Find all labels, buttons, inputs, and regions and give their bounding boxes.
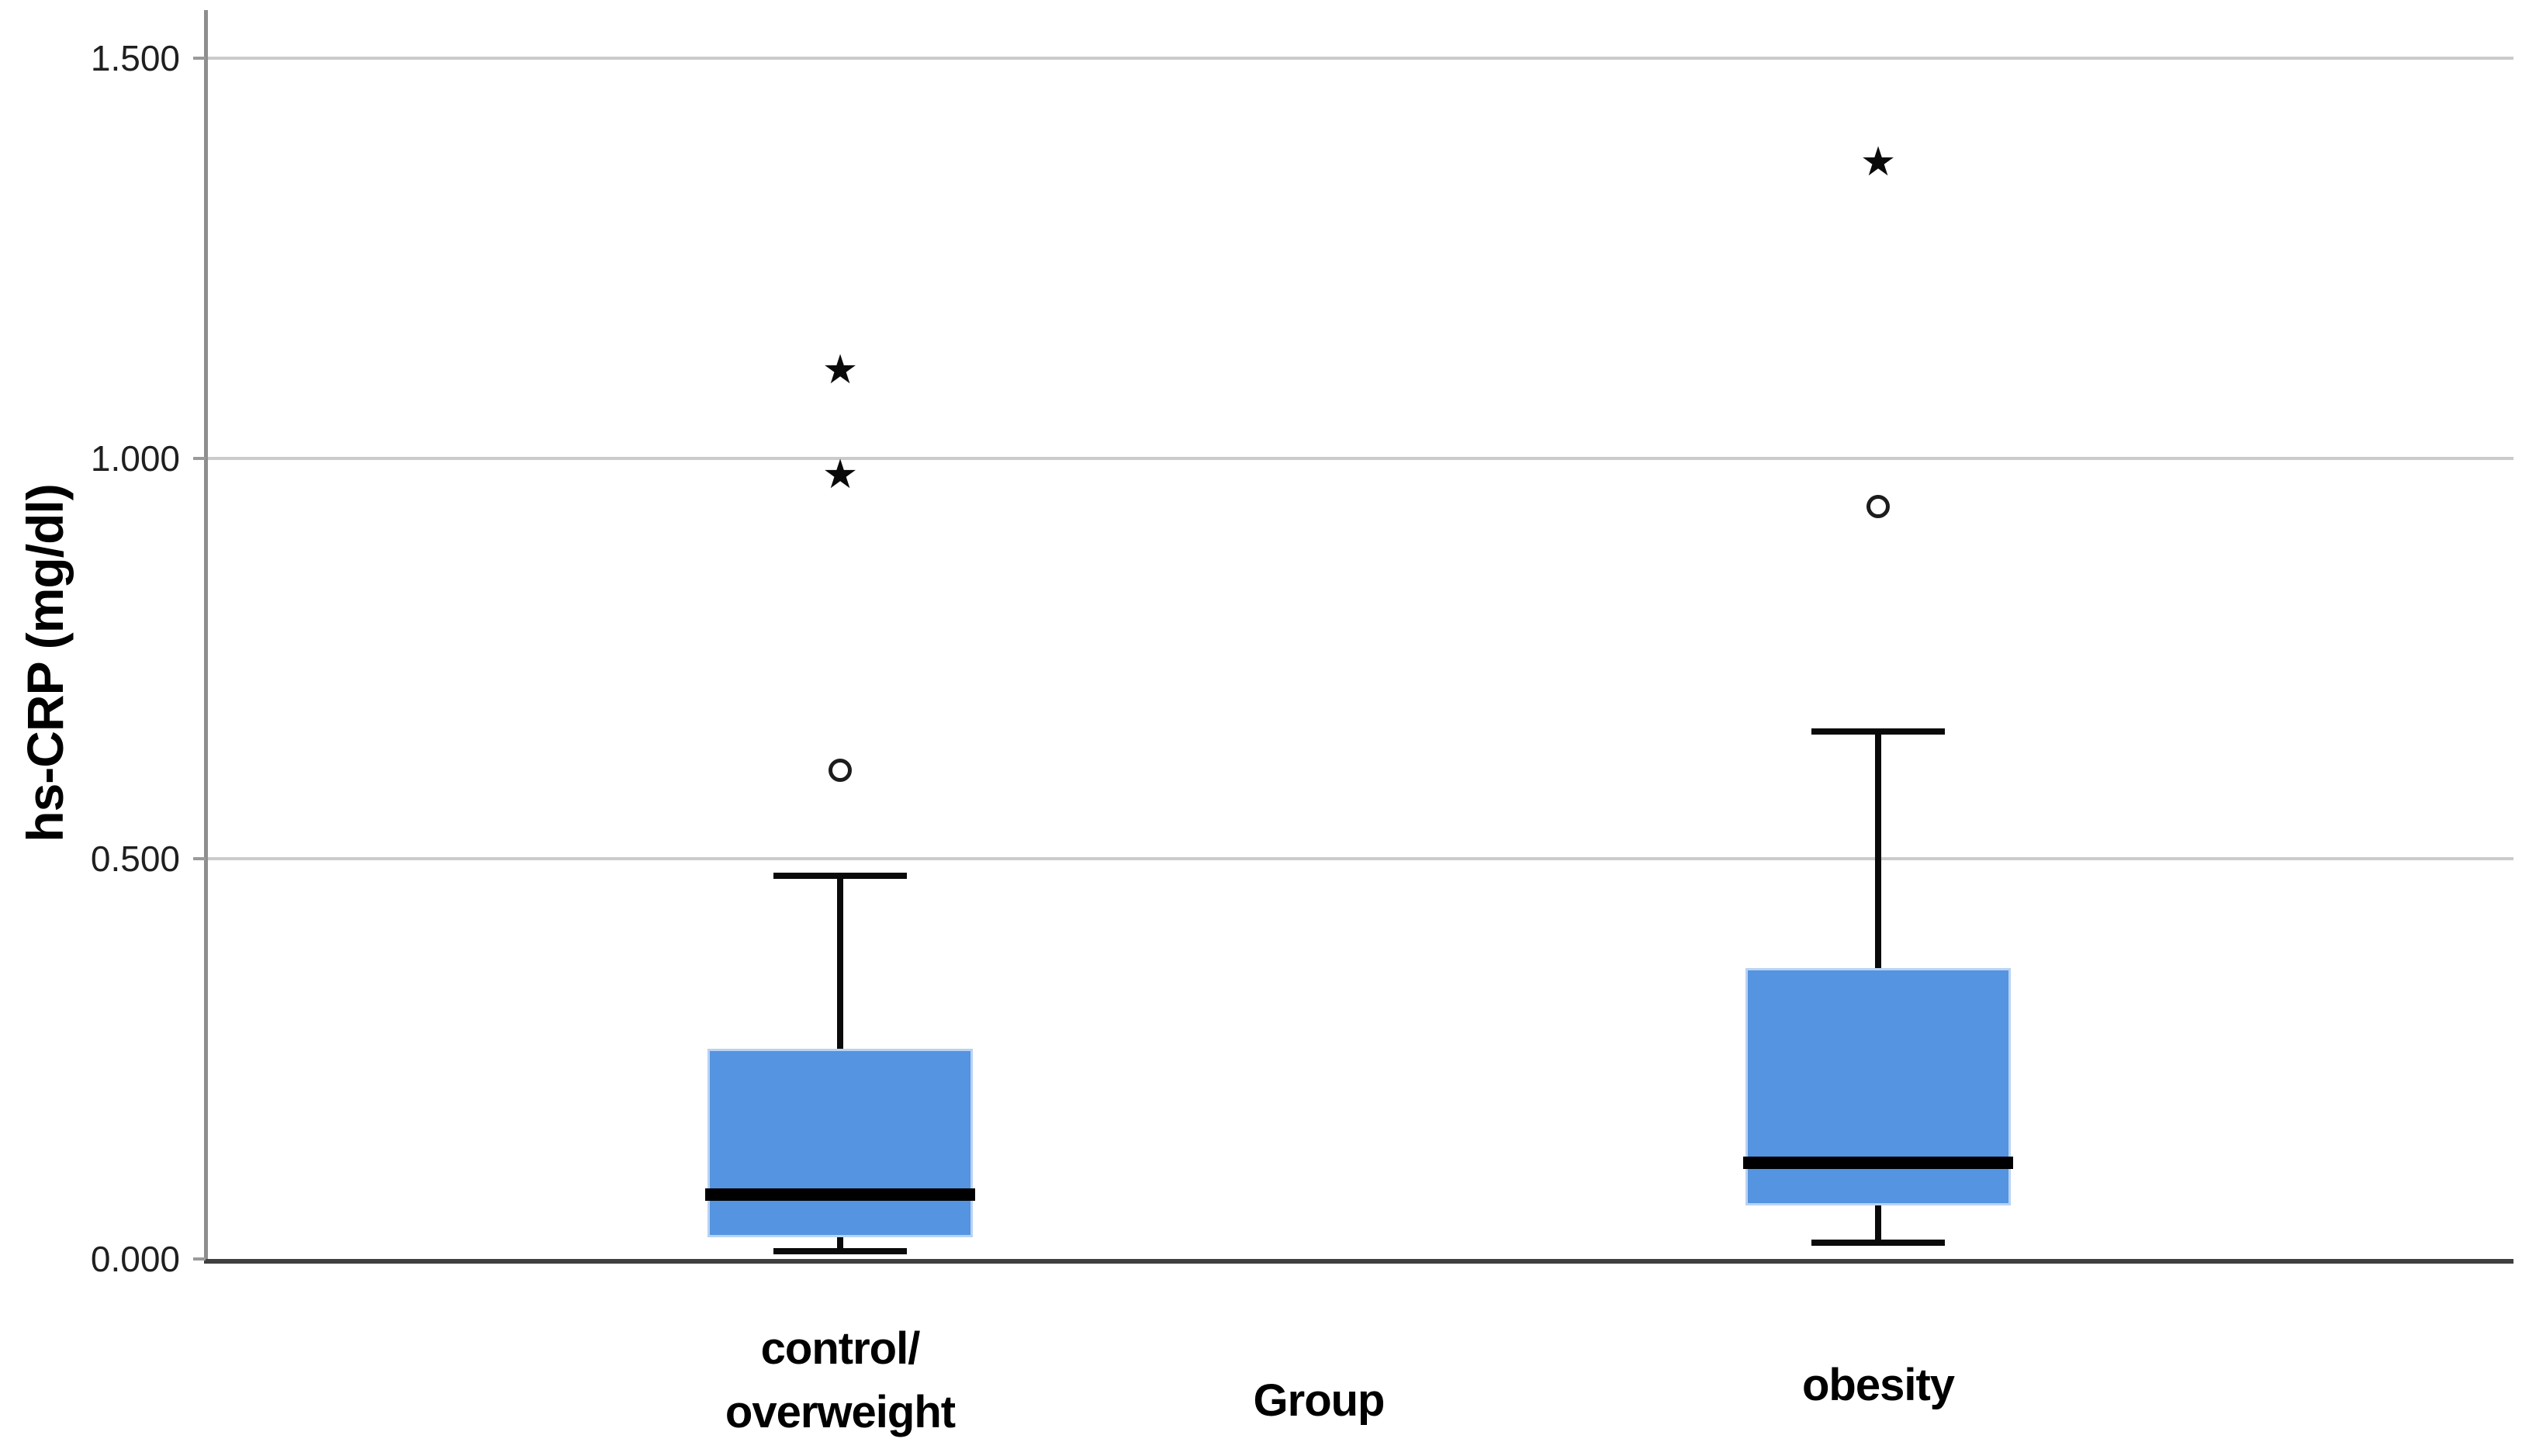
y-gridline	[206, 457, 2513, 460]
y-tick	[193, 1257, 206, 1261]
y-axis-line	[204, 10, 208, 1261]
x-axis-line	[204, 1259, 2513, 1264]
y-tick-label: 1.500	[90, 38, 180, 78]
extreme-star-marker: ★	[1860, 140, 1897, 185]
whisker-cap-upper	[1811, 728, 1945, 735]
whisker-lower	[837, 1235, 843, 1251]
y-tick-label: 1.000	[90, 438, 180, 479]
category-label: obesity	[1801, 1354, 1955, 1417]
category-label: control/overweight	[725, 1317, 956, 1444]
y-gridline	[206, 857, 2513, 860]
category-label-line: overweight	[725, 1387, 956, 1437]
y-gridline	[206, 57, 2513, 60]
y-tick-label: 0.500	[90, 839, 180, 879]
whisker-cap-lower	[773, 1247, 907, 1254]
extreme-star-marker: ★	[822, 348, 859, 393]
y-axis-title: hs-CRP (mg/dl)	[16, 484, 74, 842]
extreme-star-marker: ★	[822, 451, 859, 497]
whisker-lower	[1875, 1202, 1881, 1243]
median-line	[1743, 1157, 2013, 1170]
outlier-circle-marker	[1866, 494, 1890, 518]
box	[710, 1050, 970, 1236]
outlier-circle-marker	[829, 759, 852, 783]
y-tick	[193, 57, 206, 60]
whisker-upper	[1875, 730, 1881, 971]
y-tick-label: 0.000	[90, 1239, 180, 1279]
category-label-line: control/	[760, 1323, 921, 1374]
category-label-line: obesity	[1801, 1360, 1955, 1410]
y-tick	[193, 457, 206, 460]
whisker-cap-upper	[773, 872, 907, 879]
x-axis-title: Group	[1253, 1375, 1386, 1426]
median-line	[705, 1188, 975, 1202]
whisker-upper	[837, 874, 843, 1051]
whisker-cap-lower	[1811, 1240, 1945, 1247]
y-tick	[193, 857, 206, 860]
